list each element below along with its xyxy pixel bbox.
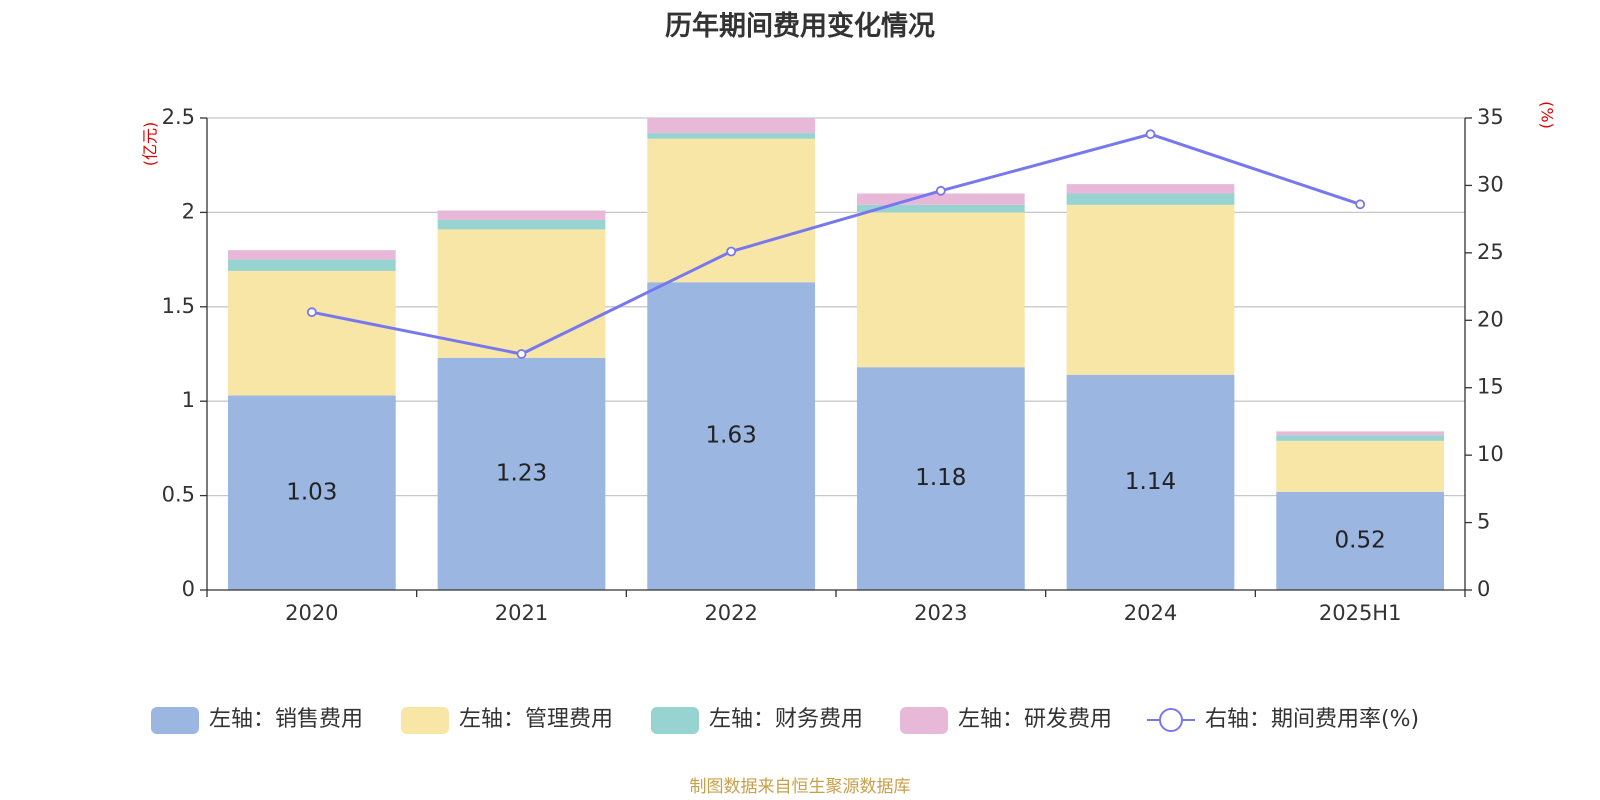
legend-swatch	[401, 707, 449, 734]
bar-segment	[856, 367, 1025, 590]
rate-point	[935, 185, 946, 196]
bar-value-label: 0.52	[1335, 527, 1386, 553]
rate-point	[1145, 129, 1156, 140]
legend-swatch	[151, 707, 199, 734]
expense-rate-line	[306, 129, 1366, 359]
x-axis-tick-label: 2021	[495, 601, 548, 625]
bar-segment	[1066, 193, 1235, 205]
bar-segment	[437, 219, 606, 230]
x-axis-tick-label: 2023	[914, 601, 967, 625]
bar-value-label: 1.14	[1125, 469, 1176, 495]
gridlines	[207, 117, 1465, 497]
chart-title: 历年期间费用变化情况	[665, 11, 935, 42]
x-axis-tick-label: 2025H1	[1319, 601, 1402, 625]
bar-segment	[1066, 184, 1235, 194]
left-axis-tick-label: 1.5	[162, 294, 195, 318]
x-axis-tick-label: 2024	[1124, 601, 1177, 625]
bar-segment	[1276, 435, 1445, 441]
legend-label: 左轴：研发费用	[958, 707, 1112, 732]
x-axis-tick-label: 2020	[285, 601, 338, 625]
bar-segment	[856, 204, 1025, 213]
rate-point	[516, 349, 527, 359]
right-axis-tick-label: 10	[1477, 442, 1504, 466]
bar-segment	[647, 282, 816, 590]
right-axis-tick-label: 5	[1477, 510, 1490, 534]
bar-segment	[856, 193, 1025, 205]
left-axis-tick-label: 0.5	[162, 483, 195, 507]
stacked-bars	[227, 118, 1445, 590]
right-axis-tick-label: 0	[1477, 577, 1490, 601]
bar-segment	[1066, 374, 1235, 590]
left-axis-tick-label: 2	[182, 199, 195, 223]
bar-value-label: 1.63	[706, 423, 757, 449]
bar-segment	[1066, 204, 1235, 375]
rate-point	[1355, 199, 1366, 210]
bar-segment	[227, 395, 396, 590]
rate-line	[311, 132, 1361, 356]
left-axis-unit: (亿元)	[141, 122, 160, 167]
bar-segment	[1276, 491, 1445, 590]
bar-segment	[227, 270, 396, 396]
rate-point	[306, 307, 317, 318]
bar-value-labels: 1.03 1.23 1.63 1.18 1.14 0.52	[286, 423, 1386, 554]
rate-point	[726, 246, 737, 257]
bar-segment	[227, 259, 396, 271]
bar-segment	[1276, 440, 1445, 492]
bar-value-label: 1.18	[915, 465, 966, 491]
legend: 左轴：销售费用 左轴：管理费用 左轴：财务费用 左轴：研发费用 右轴：期间费用率(%)	[151, 707, 1419, 734]
right-axis-unit: (%)	[1538, 101, 1557, 129]
bar-segment	[647, 118, 816, 134]
right-axis-tick-label: 25	[1477, 240, 1504, 264]
legend-label: 右轴：期间费用率(%)	[1205, 707, 1419, 732]
bar-segment	[856, 212, 1025, 368]
bar-segment	[647, 138, 816, 283]
right-axis-tick-label: 20	[1477, 307, 1504, 331]
left-axis-tick-label: 0	[182, 577, 195, 601]
bar-segment	[437, 357, 606, 590]
bar-segment	[437, 210, 606, 220]
source-note: 制图数据来自恒生聚源数据库	[690, 777, 911, 797]
bar-value-label: 1.03	[286, 479, 337, 505]
axes: 0 0.5 1 1.5 2 2.5 0 5 10 15 20 25 30 35 2020 2021 2022 20…	[162, 105, 1504, 625]
bar-segment	[227, 250, 396, 260]
legend-label: 左轴：财务费用	[709, 707, 863, 732]
left-axis-tick-label: 1	[182, 388, 195, 412]
bar-segment	[437, 229, 606, 358]
legend-marker-swatch	[1159, 708, 1183, 732]
legend-swatch	[900, 707, 948, 734]
bar-segment	[1276, 431, 1445, 436]
x-axis-tick-label: 2022	[704, 601, 757, 625]
left-axis-tick-label: 2.5	[162, 105, 195, 129]
legend-label: 左轴：销售费用	[209, 707, 363, 732]
right-axis-tick-label: 15	[1477, 375, 1504, 399]
bar-value-label: 1.23	[496, 460, 547, 486]
legend-swatch	[651, 707, 699, 734]
bar-segment	[647, 133, 816, 139]
legend-label: 左轴：管理费用	[459, 707, 613, 732]
right-axis-tick-label: 30	[1477, 172, 1504, 196]
right-axis-tick-label: 35	[1477, 105, 1504, 129]
